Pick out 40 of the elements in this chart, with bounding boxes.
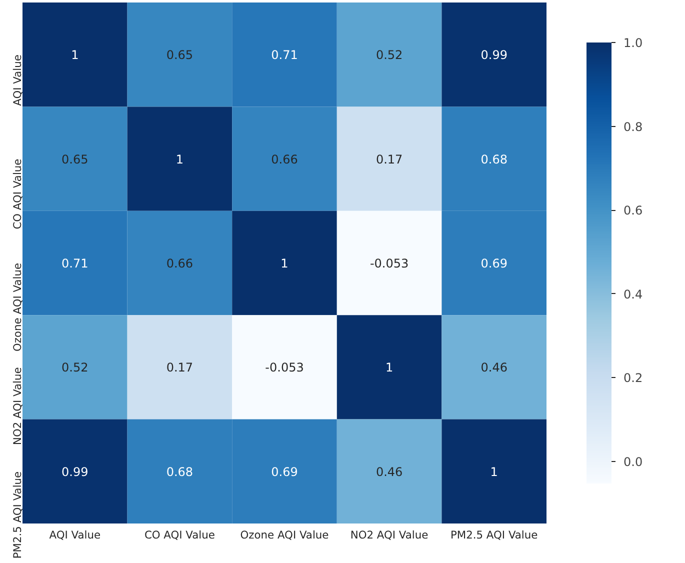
- data-label: 0.17: [376, 152, 403, 166]
- data-label: 1: [280, 256, 288, 270]
- y-tick-label: NO2 AQI Value: [11, 367, 24, 446]
- data-label: 0.46: [480, 360, 508, 375]
- data-label: 0.46: [376, 464, 403, 479]
- color-bar-label: 0.4: [624, 287, 643, 302]
- data-label: 0.99: [480, 48, 508, 62]
- data-label: 1: [385, 360, 394, 375]
- data-label: 0.71: [62, 256, 88, 270]
- x-tick-label: PM2.5 AQI Value: [450, 528, 538, 542]
- data-label: 0.66: [166, 256, 194, 270]
- x-tick-label: AQI Value: [49, 528, 101, 542]
- data-label: -0.053: [265, 360, 304, 375]
- y-tick-label: AQI Value: [11, 54, 24, 106]
- color-bar-label: 1.0: [624, 36, 643, 50]
- x-tick-label: CO AQI Value: [144, 528, 215, 542]
- data-label: 1: [71, 48, 79, 62]
- data-label: 0.71: [271, 48, 298, 62]
- data-label: 0.69: [271, 464, 298, 479]
- y-tick-label: CO AQI Value: [11, 158, 24, 230]
- color-bar-label: 0.2: [624, 371, 643, 386]
- data-label: 0.99: [62, 464, 88, 479]
- color-bar-label: 0.6: [624, 204, 643, 218]
- x-tick-label: Ozone AQI Value: [240, 528, 329, 542]
- color-bar-label: 0.0: [624, 454, 643, 469]
- data-label: 0.52: [376, 48, 403, 62]
- data-label: 0.66: [271, 152, 298, 166]
- data-label: 0.17: [166, 360, 194, 375]
- color-bar-label: 0.8: [624, 120, 643, 134]
- data-label: 0.68: [480, 152, 508, 166]
- x-tick-label: NO2 AQI Value: [350, 528, 428, 542]
- data-label: -0.053: [370, 256, 409, 270]
- y-tick-label: Ozone AQI Value: [11, 262, 24, 352]
- data-label: 0.65: [166, 48, 194, 62]
- data-label: 0.52: [62, 360, 88, 375]
- data-label: 1: [176, 152, 184, 166]
- data-label: 0.68: [166, 464, 194, 479]
- data-label: 1: [490, 464, 498, 479]
- data-label: 0.65: [62, 152, 88, 166]
- data-label: 0.69: [480, 256, 508, 270]
